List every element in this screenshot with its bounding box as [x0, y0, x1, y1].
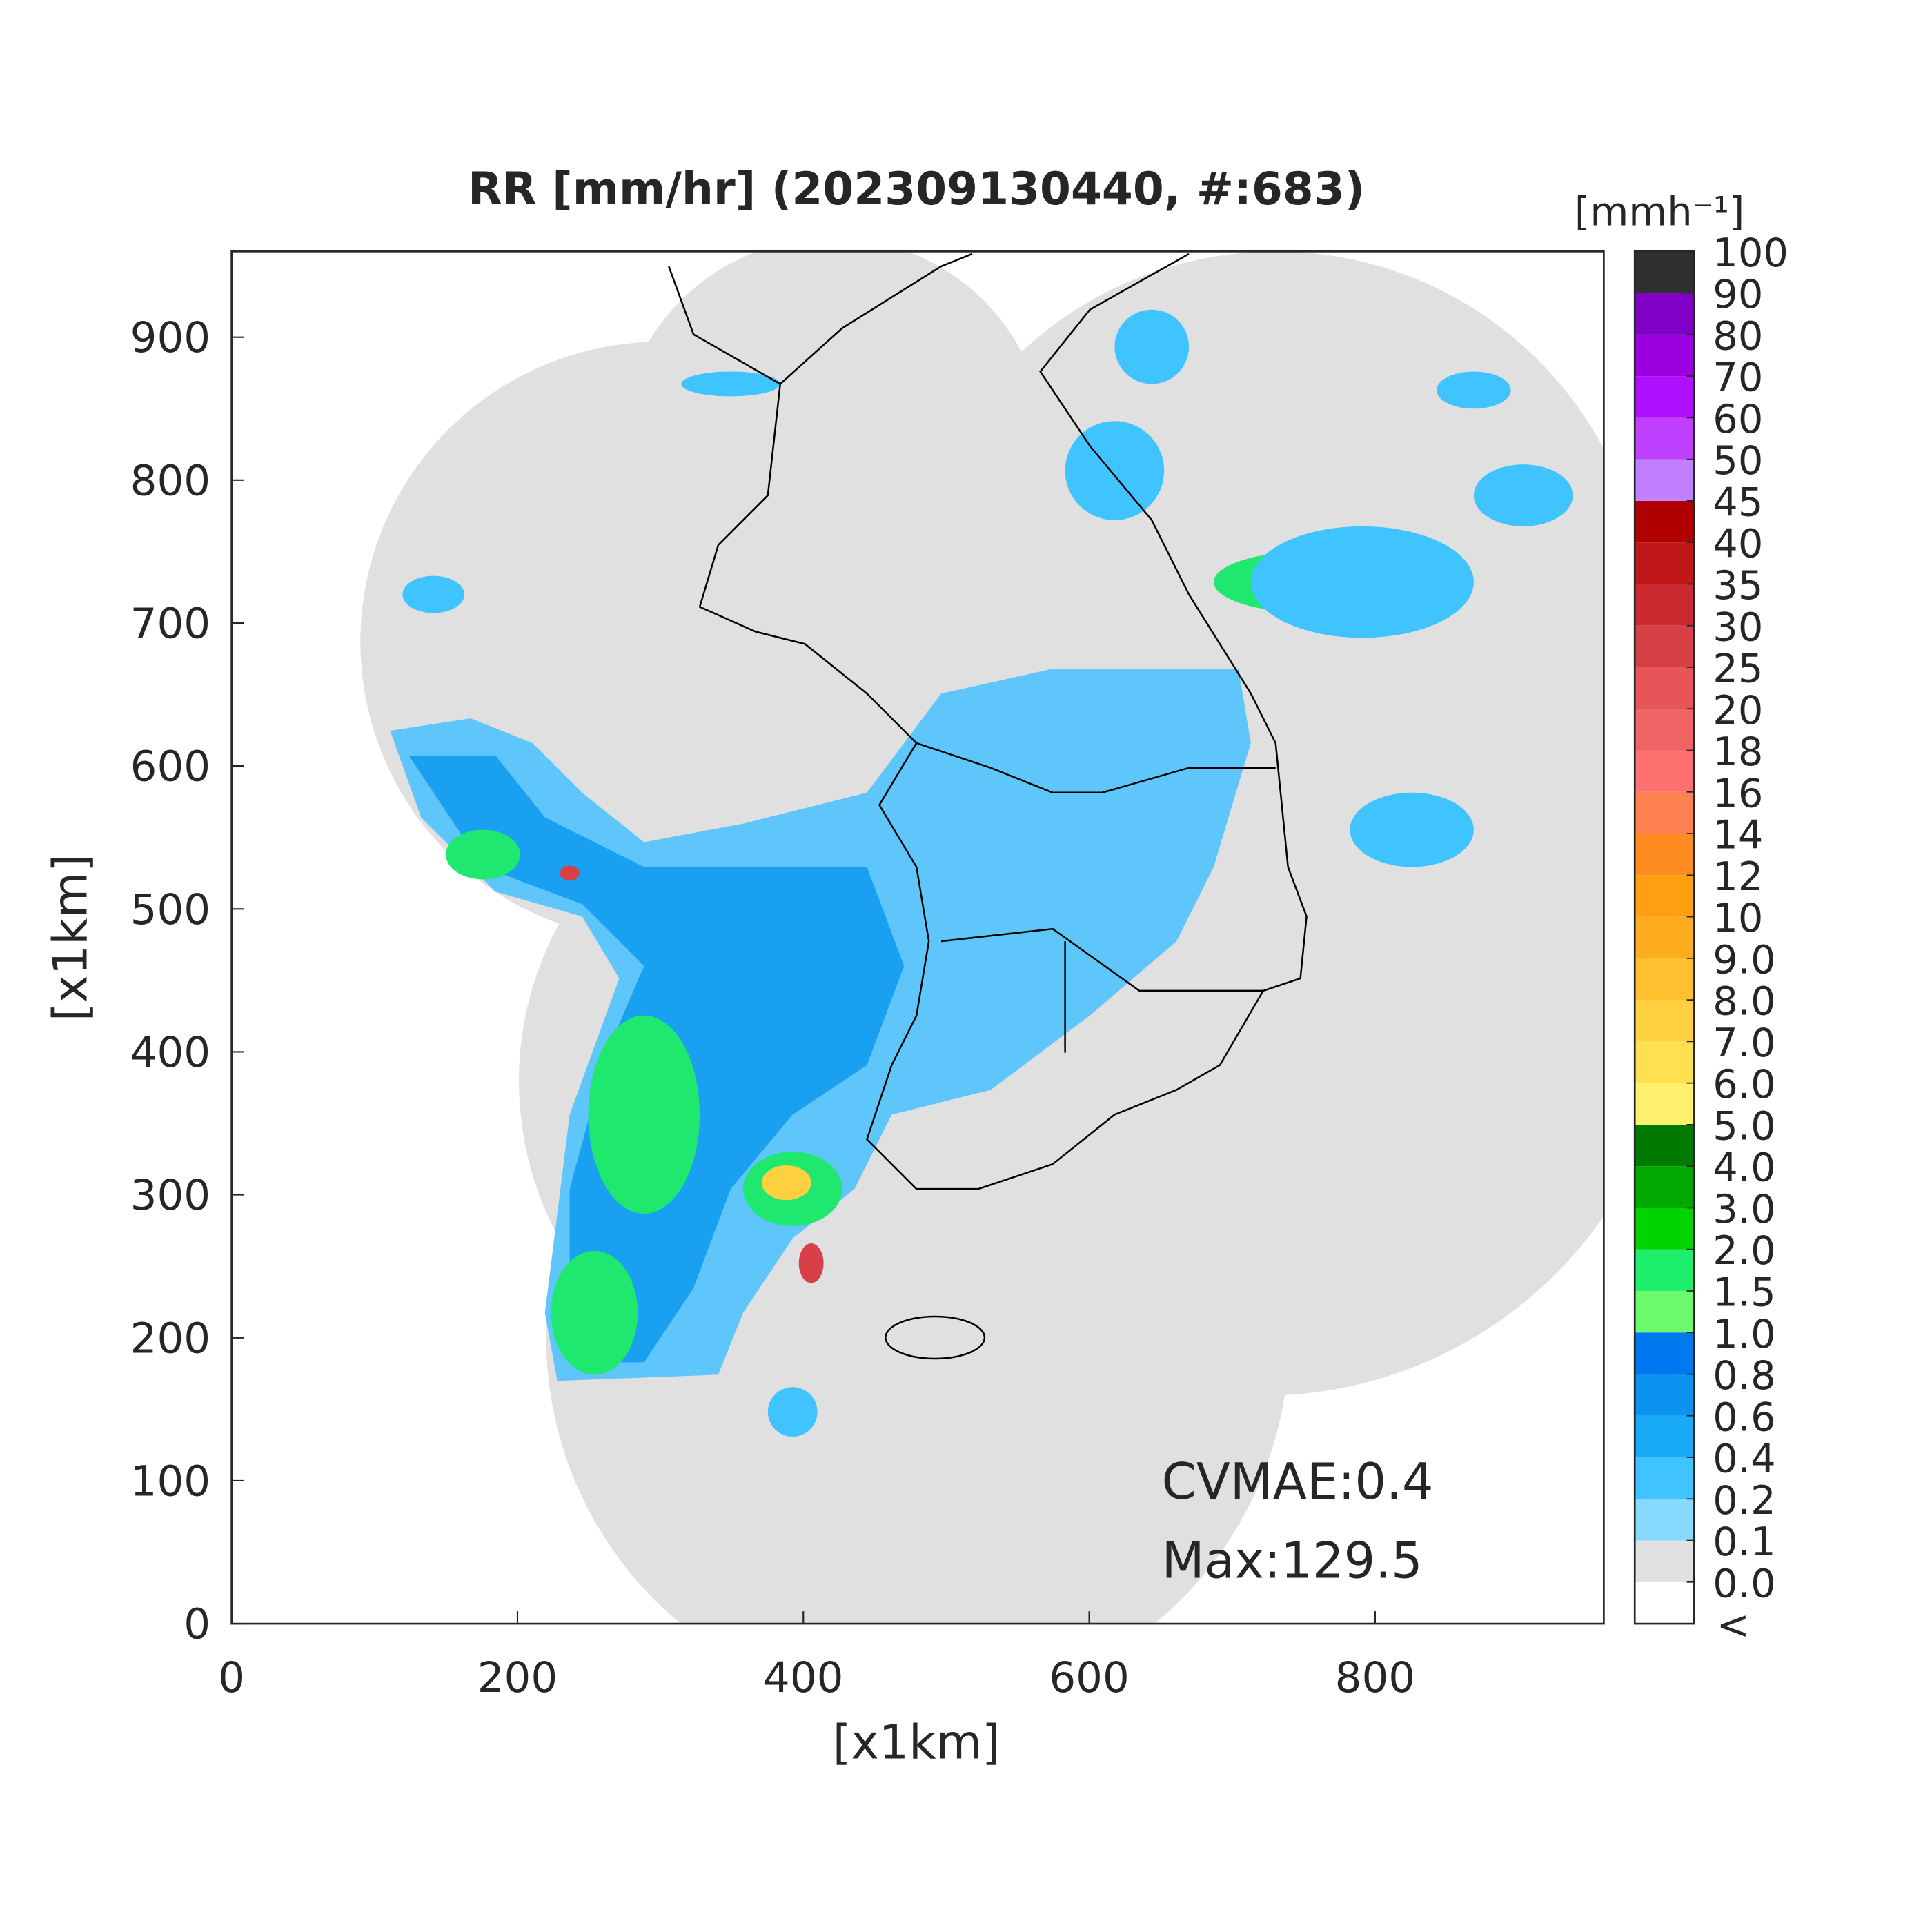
colorbar-tick-label: 60: [1713, 396, 1763, 442]
y-tick-label: 300: [130, 1171, 210, 1220]
annotation: CVMAE:0.4: [1162, 1452, 1434, 1510]
y-tick-label: 600: [130, 742, 210, 791]
colorbar-tick-label: 0.8: [1713, 1352, 1775, 1399]
colorbar-tick-label: 20: [1713, 687, 1763, 733]
colorbar-segment: [1635, 1290, 1695, 1333]
colorbar-tick-label: 10: [1713, 895, 1763, 941]
colorbar-segment: [1635, 500, 1695, 543]
colorbar-segment: [1635, 417, 1695, 460]
colorbar-segment: [1635, 1124, 1695, 1167]
colorbar-segment: [1635, 1581, 1695, 1624]
colorbar-tick-label: 1.0: [1713, 1311, 1775, 1357]
x-tick-label: 0: [218, 1653, 245, 1702]
colorbar-tick-label: 0.0: [1713, 1560, 1775, 1606]
colorbar-tick-label: 9.0: [1713, 936, 1775, 983]
y-tick-label: 500: [130, 885, 210, 934]
colorbar-tick-label: 40: [1713, 521, 1763, 567]
colorbar-segment: [1635, 1249, 1695, 1291]
annotation: Max:129.5: [1162, 1532, 1423, 1590]
colorbar-tick-label: 7.0: [1713, 1020, 1775, 1066]
colorbar-segment: [1635, 875, 1695, 917]
colorbar-tick-label: 90: [1713, 271, 1763, 317]
colorbar-tick-label: <: [1717, 1602, 1750, 1648]
y-tick-label: 700: [130, 600, 210, 649]
colorbar-tick-label: 3.0: [1713, 1186, 1775, 1232]
y-tick-label: 0: [184, 1600, 210, 1649]
colorbar-tick-label: 100: [1713, 230, 1788, 276]
x-tick-label: 400: [763, 1653, 843, 1702]
colorbar-segment: [1635, 1540, 1695, 1582]
plot-frame: [230, 250, 1605, 1625]
colorbar-title: [mmh⁻¹]: [1575, 189, 1744, 235]
x-tick-label: 800: [1335, 1653, 1415, 1702]
colorbar-tick-label: 12: [1713, 854, 1763, 900]
colorbar-segment: [1635, 459, 1695, 501]
colorbar-tick-label: 16: [1713, 770, 1763, 816]
colorbar-tick-label: 0.2: [1713, 1477, 1775, 1524]
y-axis-label: [x1km]: [44, 854, 99, 1021]
y-tick-label: 200: [130, 1314, 210, 1363]
colorbar-tick-label: 1.5: [1713, 1270, 1775, 1316]
colorbar-segment: [1635, 1083, 1695, 1125]
colorbar-tick-label: 14: [1713, 812, 1763, 858]
colorbar-tick-label: 18: [1713, 729, 1763, 775]
colorbar-tick-label: 5.0: [1713, 1103, 1775, 1149]
colorbar-tick-label: 2.0: [1713, 1228, 1775, 1274]
jeju-coastline: [885, 1315, 986, 1360]
radar-field: [360, 251, 1604, 1624]
colorbar-segment: [1635, 791, 1695, 834]
colorbar-tick-label: 70: [1713, 355, 1763, 401]
colorbar-tick-label: 4.0: [1713, 1145, 1775, 1191]
colorbar-segment: [1635, 293, 1695, 335]
colorbar-segment: [1635, 750, 1695, 792]
colorbar-tick-label: 0.4: [1713, 1436, 1775, 1482]
colorbar-tick-label: 80: [1713, 313, 1763, 359]
colorbar-segment: [1635, 251, 1695, 293]
colorbar-segment: [1635, 1041, 1695, 1083]
colorbar-segment: [1635, 958, 1695, 1000]
colorbar-tick-label: 45: [1713, 479, 1763, 525]
colorbar-segment: [1635, 542, 1695, 584]
x-tick-label: 200: [477, 1653, 558, 1702]
y-tick-label: 100: [130, 1457, 210, 1506]
colorbar-segment: [1635, 1166, 1695, 1208]
colorbar-tick-label: 25: [1713, 646, 1763, 692]
colorbar-tick-label: 0.1: [1713, 1519, 1775, 1565]
x-axis-label: [x1km]: [833, 1716, 1000, 1771]
colorbar-segment: [1635, 1208, 1695, 1250]
colorbar-segment: [1635, 667, 1695, 709]
colorbar-segment: [1635, 1000, 1695, 1042]
colorbar-frame: [1633, 250, 1695, 1625]
colorbar-segment: [1635, 1457, 1695, 1499]
colorbar-segment: [1635, 1415, 1695, 1458]
colorbar-segment: [1635, 1332, 1695, 1374]
x-tick-label: 600: [1049, 1653, 1129, 1702]
coastline: [668, 253, 1308, 1190]
chart-title: RR [mm/hr] (202309130440, #:683): [468, 164, 1365, 215]
colorbar-segment: [1635, 916, 1695, 958]
colorbar-segment: [1635, 709, 1695, 751]
colorbar-tick-label: 50: [1713, 437, 1763, 484]
colorbar-tick-label: 8.0: [1713, 978, 1775, 1025]
colorbar-segment: [1635, 834, 1695, 876]
y-tick-label: 400: [130, 1028, 210, 1077]
colorbar-tick-label: 35: [1713, 562, 1763, 609]
y-tick-label: 900: [130, 313, 210, 362]
colorbar-segment: [1635, 625, 1695, 668]
colorbar-segment: [1635, 1499, 1695, 1541]
colorbar-segment: [1635, 1374, 1695, 1416]
colorbar-segment: [1635, 376, 1695, 418]
colorbar-segment: [1635, 334, 1695, 377]
y-tick-label: 800: [130, 456, 210, 505]
colorbar-segment: [1635, 584, 1695, 626]
colorbar-tick-label: 6.0: [1713, 1061, 1775, 1107]
colorbar-tick-label: 30: [1713, 604, 1763, 650]
colorbar-tick-label: 0.6: [1713, 1394, 1775, 1440]
